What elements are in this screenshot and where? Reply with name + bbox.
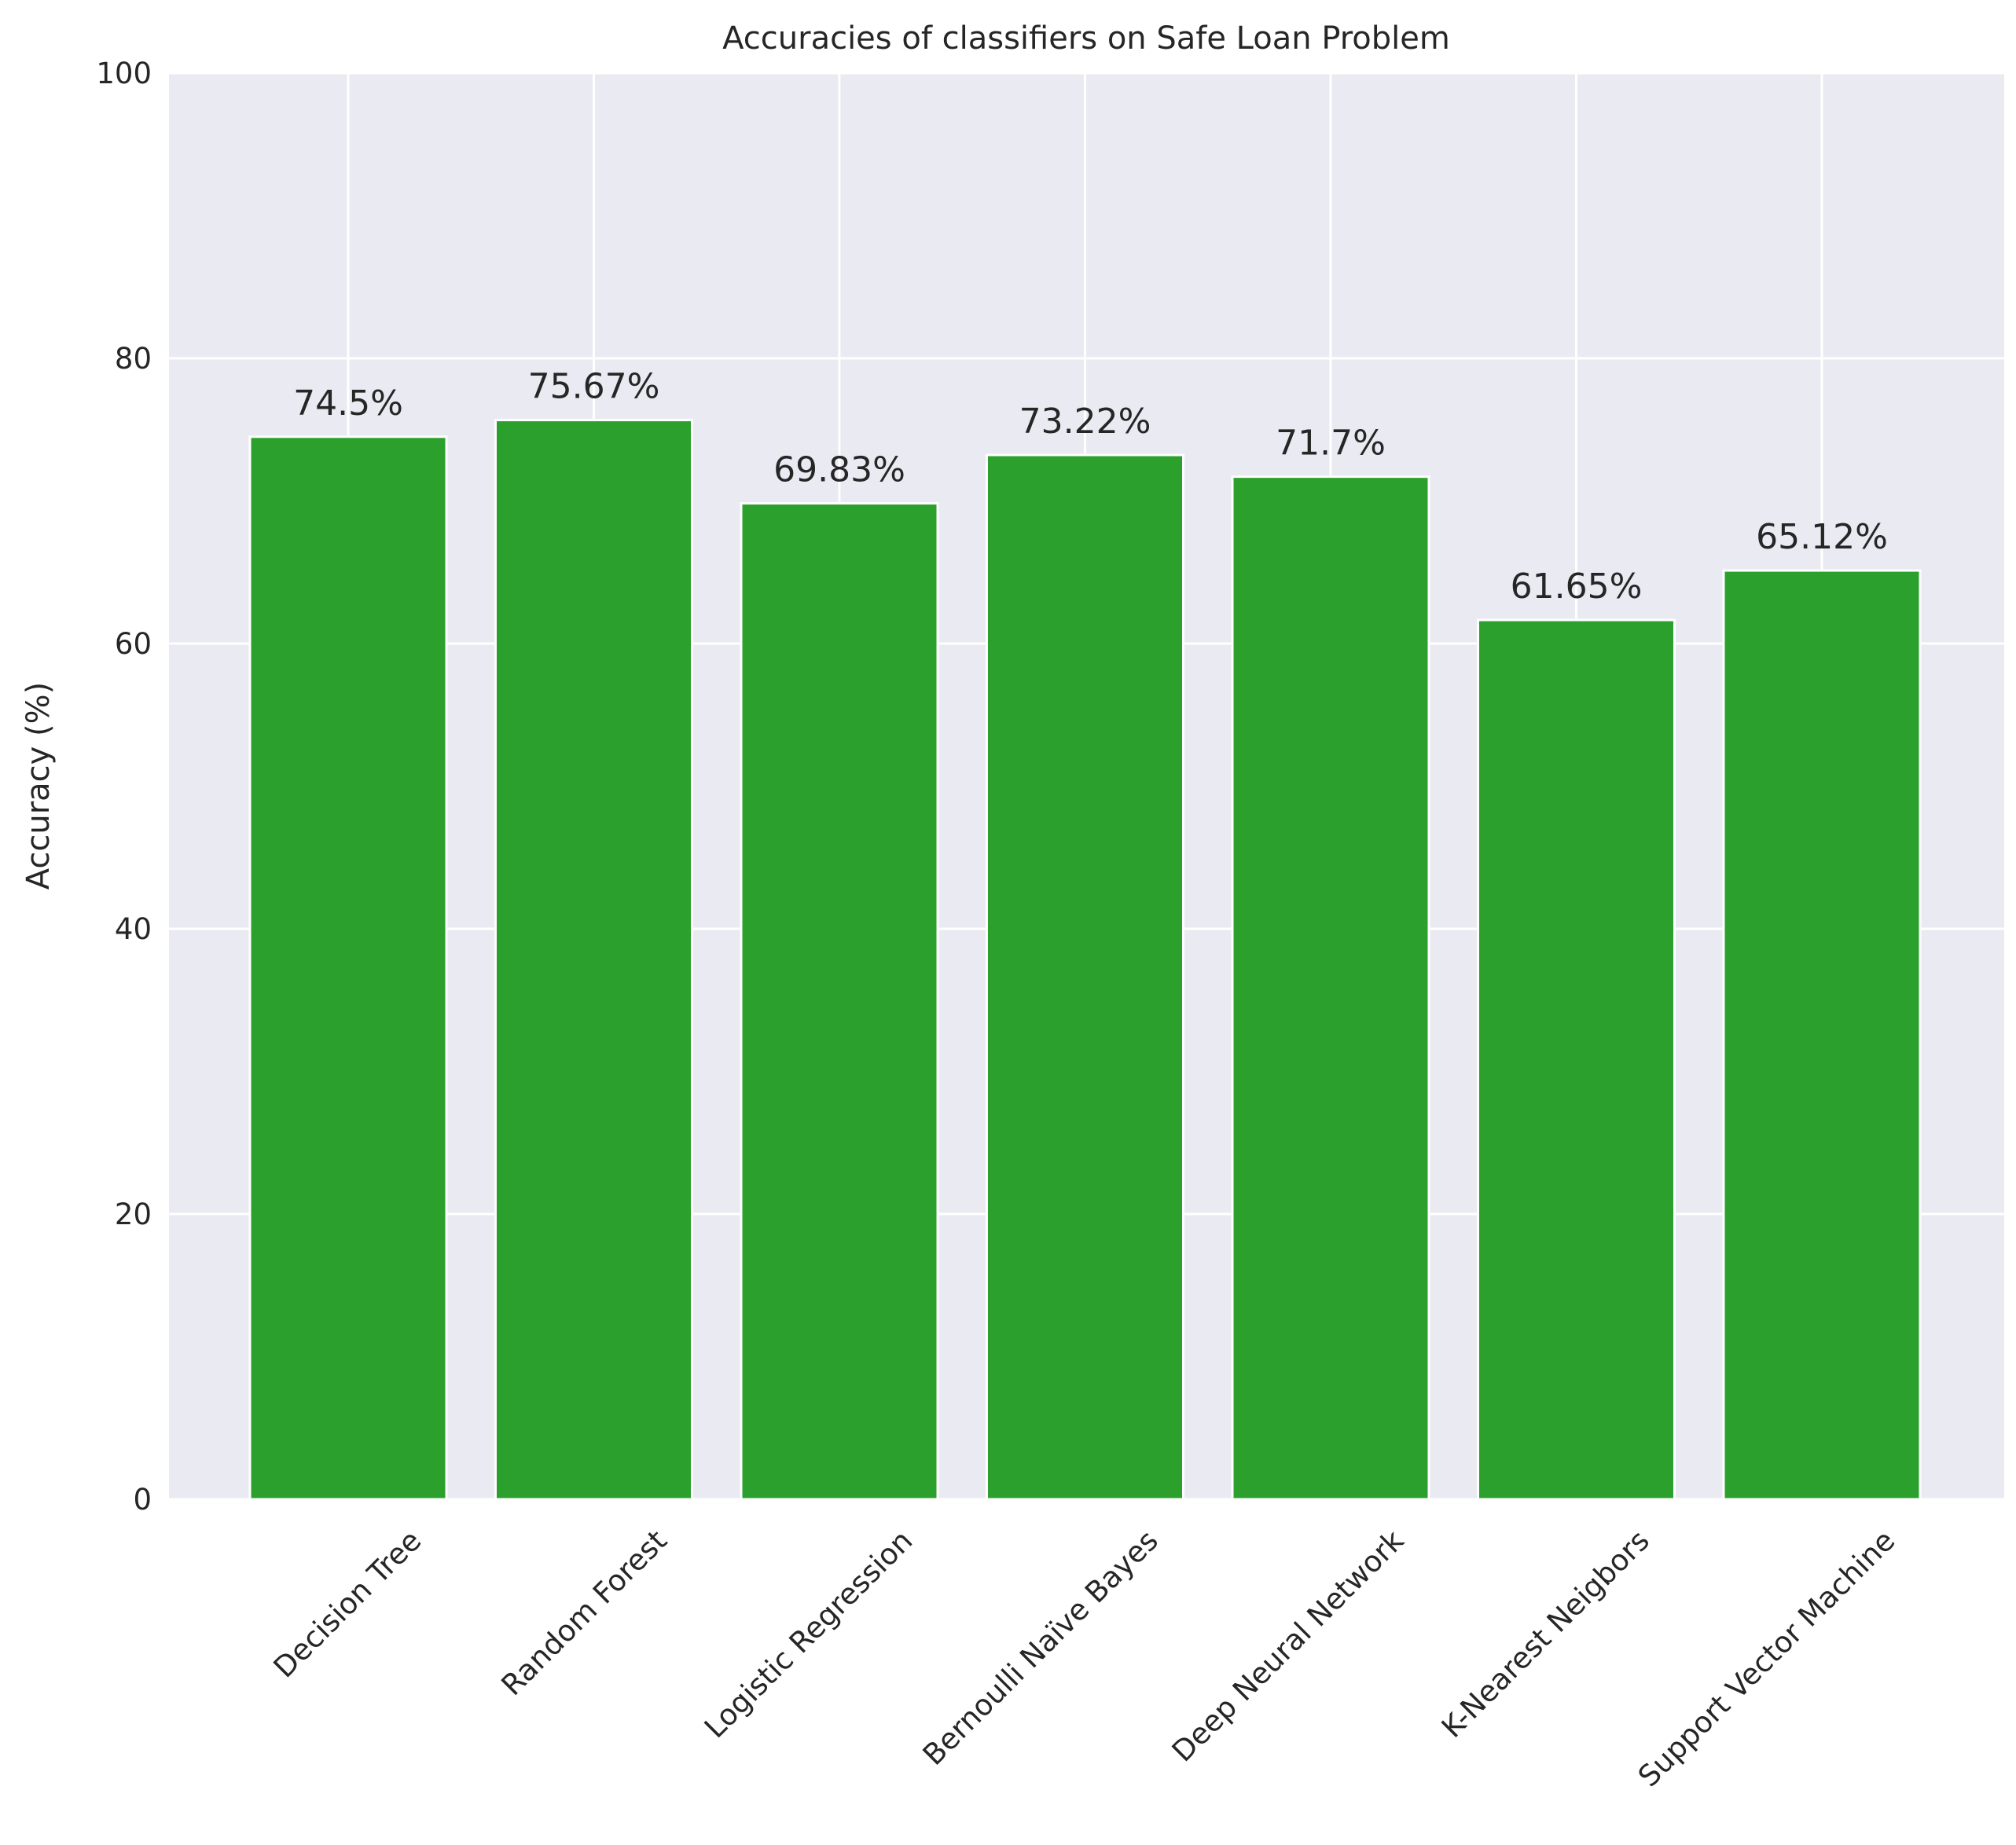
data-label-0: 74.5% [293,383,403,424]
bars [248,419,1922,1501]
bar-4 [1231,475,1430,1501]
chart-title: Accuracies of classifiers on Safe Loan P… [722,20,1450,57]
y-axis-label: Accuracy (%) [20,682,57,890]
y-tick-label-3: 60 [115,627,152,661]
y-tick-label-4: 80 [115,342,152,376]
y-tick-label-0: 0 [133,1483,152,1517]
bar-5 [1477,618,1676,1501]
x-tick-label-0: Decision Tree [267,1524,428,1685]
data-label-4: 71.7% [1276,424,1386,464]
bar-2 [740,502,939,1501]
x-tick-label-4: Deep Neural Network [1166,1524,1411,1769]
bar-1 [494,419,693,1501]
y-tick-label-5: 100 [96,57,152,90]
data-label-3: 73.22% [1019,402,1151,442]
data-label-1: 75.67% [528,367,660,407]
x-tick-label-2: Logistic Regression [698,1524,919,1744]
x-tick-label-3: Bernoulli Naïve Bayes [916,1524,1165,1772]
y-tick-label-1: 20 [115,1198,152,1231]
data-label-5: 61.65% [1511,567,1643,607]
bar-3 [986,453,1184,1501]
x-tick-label-6: Support Vector Machine [1632,1524,1901,1793]
bar-0 [248,435,448,1501]
data-labels: 74.5% 75.67% 69.83% 73.22% 71.7% 61.65% 65.12% [293,367,1888,607]
data-label-6: 65.12% [1756,517,1888,557]
x-tick-label-1: Random Forest [495,1524,674,1702]
y-tick-labels: 0 20 40 60 80 100 [96,57,152,1517]
x-tick-label-5: K-Nearest Neigbors [1435,1524,1656,1744]
y-tick-label-2: 40 [115,912,152,946]
bar-6 [1722,569,1922,1501]
data-label-2: 69.83% [773,450,905,490]
x-tick-labels: Decision Tree Random Forest Logistic Regre… [267,1524,1902,1794]
